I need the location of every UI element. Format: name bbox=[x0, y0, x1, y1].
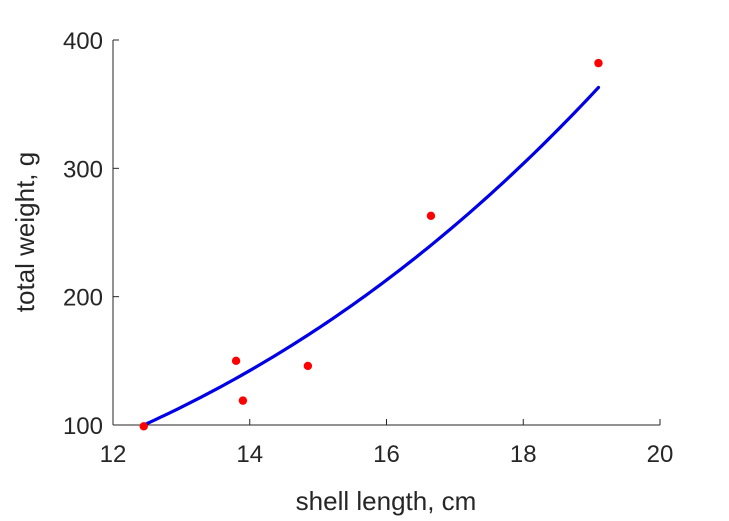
x-tick-label: 12 bbox=[100, 441, 127, 468]
y-tick-label: 100 bbox=[63, 413, 103, 440]
data-points bbox=[139, 58, 603, 431]
data-point bbox=[303, 361, 313, 371]
data-point bbox=[426, 211, 436, 221]
y-tick-label: 200 bbox=[63, 285, 103, 312]
plot-area bbox=[112, 40, 660, 426]
data-point bbox=[139, 422, 148, 431]
x-tick-label: 16 bbox=[373, 441, 400, 468]
y-tick-label: 300 bbox=[63, 156, 103, 183]
fit-curve bbox=[142, 85, 601, 427]
y-axis-label: total weight, g bbox=[10, 152, 40, 312]
x-tick-label: 20 bbox=[647, 441, 674, 468]
data-point bbox=[231, 356, 241, 366]
y-ticks: 100 200 300 400 bbox=[63, 28, 119, 440]
x-axis-label: shell length, cm bbox=[296, 486, 477, 516]
y-tick-label: 400 bbox=[63, 28, 103, 55]
data-point bbox=[594, 58, 603, 68]
x-ticks: 12 14 16 18 20 bbox=[100, 419, 674, 468]
x-tick-label: 18 bbox=[510, 441, 537, 468]
x-tick-label: 14 bbox=[236, 441, 263, 468]
data-point bbox=[238, 396, 248, 405]
